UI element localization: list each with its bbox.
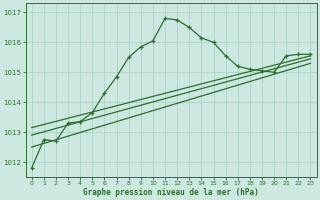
X-axis label: Graphe pression niveau de la mer (hPa): Graphe pression niveau de la mer (hPa)	[83, 188, 259, 197]
